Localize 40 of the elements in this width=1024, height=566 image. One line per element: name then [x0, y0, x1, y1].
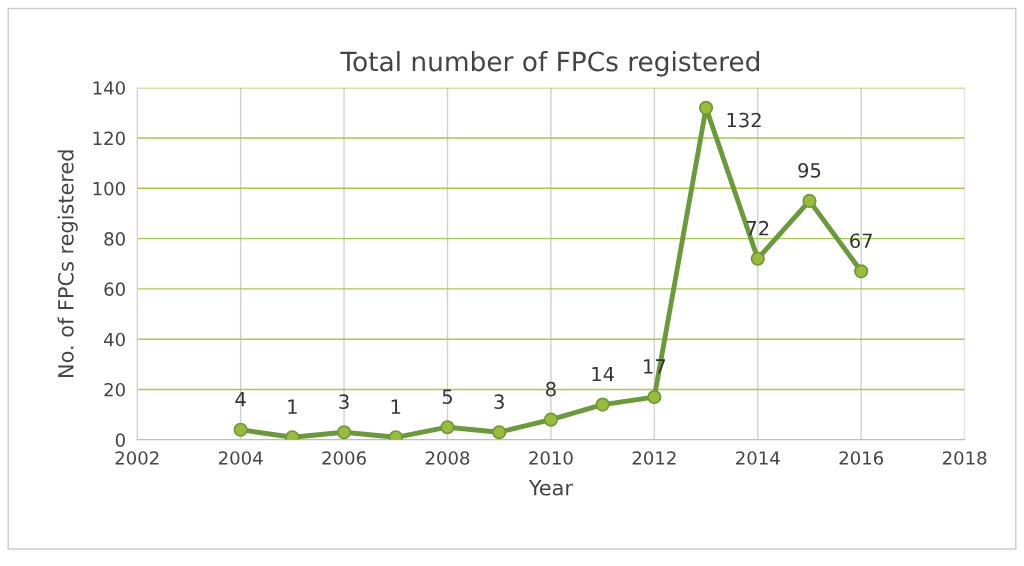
point [750, 251, 765, 266]
point [440, 420, 455, 435]
point [492, 425, 507, 440]
y-tick-label: 140 [93, 81, 125, 95]
y-tick-label: 40 [104, 332, 125, 347]
y-tick-label: 60 [104, 282, 125, 297]
y-tick-label: 120 [93, 131, 125, 146]
y-tick-label: 80 [104, 232, 125, 246]
chart-title: Total number of FPCs registered [340, 51, 760, 77]
point [543, 412, 558, 427]
point [336, 425, 352, 440]
x-tick-label: 2014 [736, 451, 780, 465]
x-tick-label: 2004 [218, 451, 263, 465]
x-tick-label: 2018 [942, 451, 987, 465]
data-label: 1 [288, 399, 297, 414]
data-label: 3 [339, 394, 349, 410]
point [647, 389, 662, 405]
y-tick-label: 0 [115, 433, 125, 447]
data-label: 4 [235, 392, 246, 407]
data-label: 95 [798, 162, 821, 178]
point [854, 264, 869, 279]
data-label: 3 [494, 394, 504, 410]
x-tick-label: 2010 [529, 451, 573, 465]
x-axis-title: Year [528, 480, 573, 496]
data-label: 5 [442, 389, 452, 404]
x-tick-label: 2016 [839, 451, 884, 465]
point [233, 422, 248, 437]
y-tick-label: 100 [93, 181, 125, 196]
x-tick-label: 2008 [425, 451, 470, 465]
x-tick-label: 2012 [632, 451, 676, 465]
x-tick-label: 2002 [115, 451, 159, 465]
point [595, 397, 610, 412]
point [698, 100, 714, 115]
x-tick-label: 2006 [322, 451, 366, 465]
data-label: 14 [592, 366, 614, 382]
data-label: 1 [391, 399, 401, 414]
y-axis-title: No. of FPCs registered [57, 150, 78, 377]
data-label: 132 [727, 112, 761, 128]
point [802, 193, 817, 208]
y-tick-label: 20 [104, 382, 125, 397]
